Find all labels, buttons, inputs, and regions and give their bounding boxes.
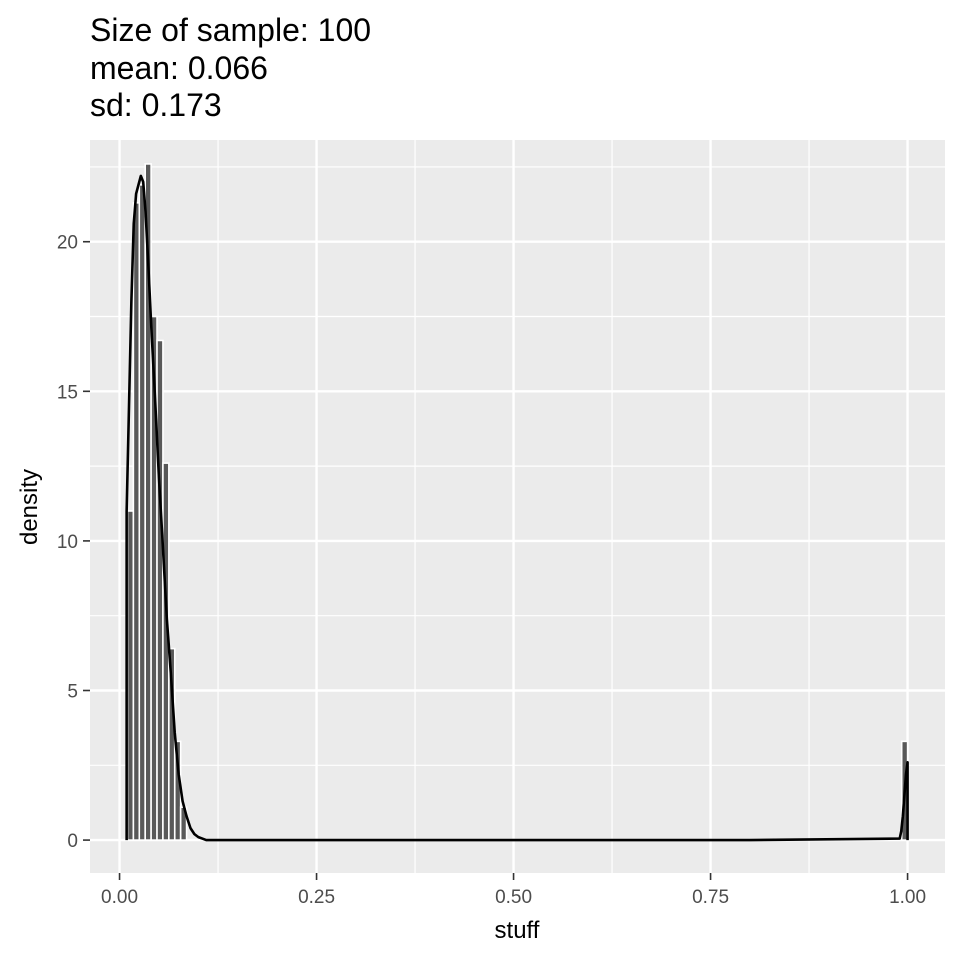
y-tick-label: 10 <box>57 532 78 553</box>
x-tick-label: 0.75 <box>692 887 729 908</box>
histogram-bar <box>132 202 141 841</box>
chart-title: Size of sample: 100 mean: 0.066 sd: 0.17… <box>90 12 371 123</box>
y-tick-label: 5 <box>67 681 78 702</box>
y-tick-label: 20 <box>57 233 78 254</box>
x-axis: 0.00 0.25 0.50 0.75 1.00 <box>101 873 926 908</box>
density-curve <box>125 174 909 842</box>
y-axis: 0 5 10 15 20 <box>57 233 90 852</box>
x-tick-label: 0.00 <box>101 887 138 908</box>
title-line-1: Size of sample: 100 <box>90 12 371 48</box>
y-axis-title: density <box>16 469 43 545</box>
histogram-bar <box>156 339 164 841</box>
title-line-2: mean: 0.066 <box>90 50 268 86</box>
minor-gridlines <box>90 140 945 873</box>
title-line-3: sd: 0.173 <box>90 87 222 123</box>
y-tick-label: 15 <box>57 382 78 403</box>
plot-panel <box>90 140 945 873</box>
x-tick-label: 0.25 <box>298 887 335 908</box>
histogram-bar <box>126 510 135 841</box>
x-tick-label: 0.50 <box>495 887 532 908</box>
x-axis-title: stuff <box>495 917 540 944</box>
x-tick-label: 1.00 <box>889 887 926 908</box>
y-tick-label: 0 <box>67 831 78 852</box>
histogram-bar <box>138 184 147 841</box>
